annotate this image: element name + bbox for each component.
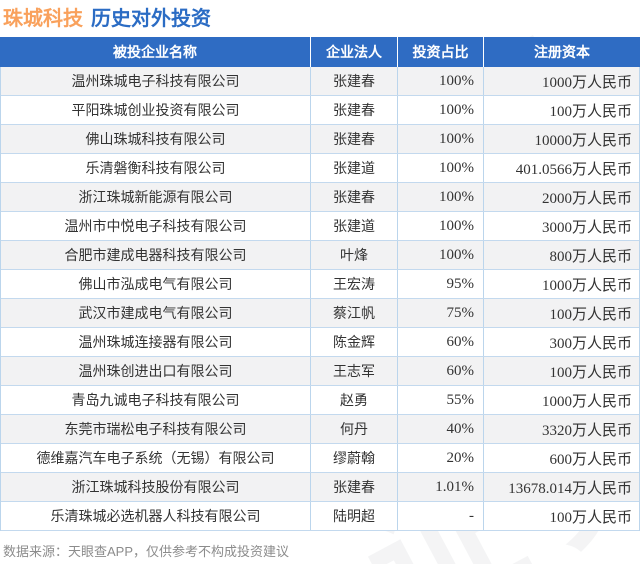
- cell-investment-ratio: 60%: [397, 357, 483, 385]
- table-row: 乐清珠城必选机器人科技有限公司 陆明超 -100万人民币: [1, 502, 639, 531]
- cell-legal-person: 张建春: [310, 67, 397, 95]
- table-row: 平阳珠城创业投资有限公司 张建春 100% 100万人民币: [1, 96, 639, 125]
- cell-company-name: 武汉市建成电气有限公司: [78, 305, 233, 321]
- cell-investment-ratio: 100%: [397, 96, 483, 124]
- cell-legal-person: 赵勇: [310, 386, 397, 414]
- cell-company-name: 温州珠创进出口有限公司: [78, 363, 233, 379]
- column-header-legal-person: 企业法人: [310, 37, 397, 67]
- cell-registered-capital: 100万人民币: [483, 357, 639, 385]
- cell-registered-capital: 10000万人民币: [483, 125, 639, 153]
- cell-company-name: 乐清珠城必选机器人科技有限公司: [50, 508, 261, 524]
- cell-registered-capital: 100万人民币: [483, 502, 639, 530]
- table-row: 温州珠创进出口有限公司 王志军 60% 100万人民币: [1, 357, 639, 386]
- cell-investment-ratio: 60%: [397, 328, 483, 356]
- cell-company-name: 平阳珠城创业投资有限公司: [71, 102, 240, 118]
- cell-legal-person: 张建道: [310, 154, 397, 182]
- cell-legal-person: 张建道: [310, 212, 397, 240]
- cell-registered-capital: 800万人民币: [483, 241, 639, 269]
- cell-registered-capital: 13678.014万人民币: [483, 473, 639, 501]
- data-source-note: 数据来源：天眼查APP，仅供参考不构成投资建议: [3, 544, 290, 559]
- cell-legal-person: 张建春: [310, 183, 397, 211]
- cell-company-name: 乐清磐衡科技有限公司: [85, 160, 226, 176]
- cell-investment-ratio: 100%: [397, 212, 483, 240]
- investment-table: 被投企业名称 企业法人 投资占比 注册资本 温州珠城电子科技有限公司 张建春 100…: [0, 37, 640, 531]
- table-row: 佛山珠城科技有限公司 张建春 100% 10000万人民币: [1, 125, 639, 154]
- table-row: 乐清磐衡科技有限公司 张建道 100% 401.0566万人民币: [1, 154, 639, 183]
- column-header-company: 被投企业名称: [113, 44, 197, 60]
- cell-investment-ratio: 75%: [397, 299, 483, 327]
- cell-registered-capital: 300万人民币: [483, 328, 639, 356]
- cell-company-name: 浙江珠城新能源有限公司: [78, 189, 233, 205]
- cell-company-name: 佛山市泓成电气有限公司: [78, 276, 233, 292]
- cell-legal-person: 张建春: [310, 96, 397, 124]
- cell-registered-capital: 1000万人民币: [483, 67, 639, 95]
- page-title: 珠城科技 历史对外投资: [3, 2, 211, 31]
- cell-legal-person: 叶烽: [310, 241, 397, 269]
- cell-legal-person: 王宏涛: [310, 270, 397, 298]
- cell-company-name: 温州珠城电子科技有限公司: [71, 73, 240, 89]
- table-row: 浙江珠城新能源有限公司 张建春 100% 2000万人民币: [1, 183, 639, 212]
- cell-legal-person: 张建春: [310, 125, 397, 153]
- cell-legal-person: 缪蔚翰: [310, 444, 397, 472]
- table-row: 东莞市瑞松电子科技有限公司 何丹 40% 3320万人民币: [1, 415, 639, 444]
- table-body: 温州珠城电子科技有限公司 张建春 100% 1000万人民币 平阳珠城创业投资有限公司张…: [0, 67, 640, 531]
- table-row: 德维嘉汽车电子系统（无锡）有限公司 缪蔚翰 20% 600万人民币: [1, 444, 639, 473]
- cell-registered-capital: 401.0566万人民币: [483, 154, 639, 182]
- cell-registered-capital: 2000万人民币: [483, 183, 639, 211]
- cell-registered-capital: 600万人民币: [483, 444, 639, 472]
- table-row: 青岛九诚电子科技有限公司 赵勇 55% 1000万人民币: [1, 386, 639, 415]
- column-header-investment-ratio: 投资占比: [397, 37, 483, 67]
- table-header-row: 被投企业名称 企业法人 投资占比 注册资本: [0, 37, 640, 67]
- table-row: 浙江珠城科技股份有限公司 张建春 1.01% 13678.014万人民币: [1, 473, 639, 502]
- cell-registered-capital: 100万人民币: [483, 299, 639, 327]
- cell-investment-ratio: 100%: [397, 183, 483, 211]
- cell-company-name: 温州市中悦电子科技有限公司: [64, 218, 247, 234]
- cell-company-name: 浙江珠城科技股份有限公司: [71, 479, 240, 495]
- cell-legal-person: 何丹: [310, 415, 397, 443]
- cell-company-name: 合肥市建成电器科技有限公司: [64, 247, 247, 263]
- cell-investment-ratio: 40%: [397, 415, 483, 443]
- cell-registered-capital: 1000万人民币: [483, 386, 639, 414]
- cell-registered-capital: 3000万人民币: [483, 212, 639, 240]
- cell-registered-capital: 3320万人民币: [483, 415, 639, 443]
- cell-investment-ratio: 20%: [397, 444, 483, 472]
- cell-legal-person: 张建春: [310, 473, 397, 501]
- cell-legal-person: 蔡江帆: [310, 299, 397, 327]
- table-row: 温州珠城连接器有限公司 陈金辉 60% 300万人民币: [1, 328, 639, 357]
- cell-investment-ratio: 100%: [397, 67, 483, 95]
- table-row: 温州市中悦电子科技有限公司 张建道 100% 3000万人民币: [1, 212, 639, 241]
- cell-investment-ratio: 55%: [397, 386, 483, 414]
- table-row: 佛山市泓成电气有限公司 王宏涛 95% 1000万人民币: [1, 270, 639, 299]
- cell-company-name: 东莞市瑞松电子科技有限公司: [64, 421, 247, 437]
- cell-registered-capital: 1000万人民币: [483, 270, 639, 298]
- cell-company-name: 青岛九诚电子科技有限公司: [71, 392, 240, 408]
- cell-company-name: 温州珠城连接器有限公司: [78, 334, 233, 350]
- cell-legal-person: 王志军: [310, 357, 397, 385]
- cell-investment-ratio: 100%: [397, 241, 483, 269]
- company-name: 珠城科技: [3, 8, 83, 30]
- table-row: 合肥市建成电器科技有限公司 叶烽 100% 800万人民币: [1, 241, 639, 270]
- cell-legal-person: 陈金辉: [310, 328, 397, 356]
- cell-investment-ratio: 100%: [397, 154, 483, 182]
- cell-legal-person: 陆明超: [310, 502, 397, 530]
- table-row: 武汉市建成电气有限公司 蔡江帆 75% 100万人民币: [1, 299, 639, 328]
- section-title: 历史对外投资: [91, 8, 211, 30]
- cell-company-name: 佛山珠城科技有限公司: [85, 131, 226, 147]
- column-header-registered-capital: 注册资本: [483, 37, 640, 67]
- table-row: 温州珠城电子科技有限公司 张建春 100% 1000万人民币: [1, 67, 639, 96]
- cell-investment-ratio: 100%: [397, 125, 483, 153]
- cell-company-name: 德维嘉汽车电子系统（无锡）有限公司: [36, 450, 275, 466]
- cell-investment-ratio: -: [397, 502, 483, 530]
- cell-investment-ratio: 95%: [397, 270, 483, 298]
- cell-registered-capital: 100万人民币: [483, 96, 639, 124]
- cell-investment-ratio: 1.01%: [397, 473, 483, 501]
